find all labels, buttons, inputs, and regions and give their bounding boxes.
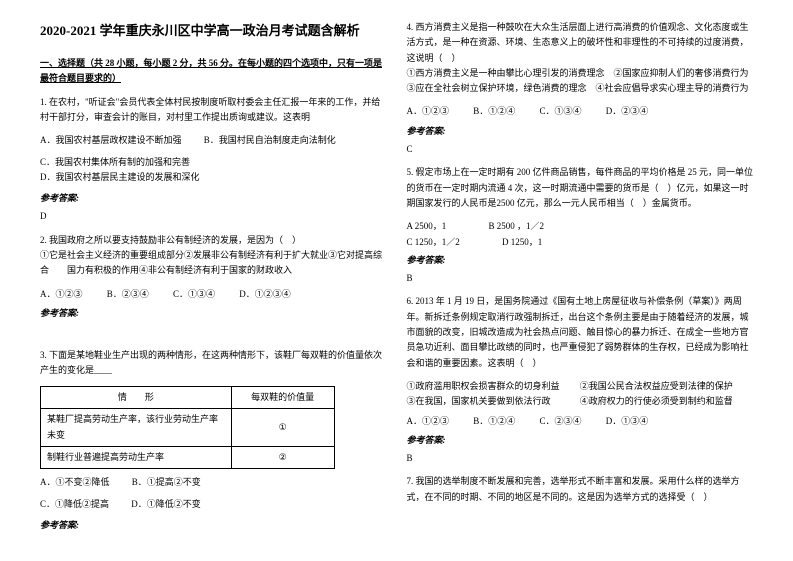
q3-text: 3. 下面是某地鞋业生产出现的两种情形，在这两种情形下，该鞋厂每双鞋的价值量依次… — [40, 348, 387, 379]
q1-opt-a: A．我国农村基层政权建设不断加强 — [40, 133, 182, 148]
q5-opt-a: A 2500，1 — [407, 219, 447, 234]
q3-table: 情 形 每双鞋的价值量 某鞋厂提高劳动生产率，该行业劳动生产率未变 ① 制鞋行业… — [40, 386, 335, 469]
answer-label-4: 参考答案: — [407, 124, 754, 139]
q4-answer: C — [407, 142, 754, 157]
q3-opt-a: A．①不变②降低 — [40, 475, 110, 490]
q1-options-2: C．我国农村集体所有制的加强和完善 D．我国农村基层民主建设的发展和深化 — [40, 155, 387, 186]
q2-text: 2. 我国政府之所以要支持鼓励非公有制经济的发展，是因为（ ） — [40, 233, 387, 248]
q2-opt-d: D．①②③④ — [239, 287, 291, 302]
page-title: 2020-2021 学年重庆永川区中学高一政治月考试题含解析 — [40, 20, 387, 42]
table-header-1: 情 形 — [41, 387, 232, 409]
question-2: 2. 我国政府之所以要支持鼓励非公有制经济的发展，是因为（ ） ①它是社会主义经… — [40, 233, 387, 279]
q6-sub2: ②我国公民合法权益应受到法律的保护 — [580, 379, 753, 394]
left-column: 2020-2021 学年重庆永川区中学高一政治月考试题含解析 一、选择题（共 2… — [30, 20, 397, 541]
q5-options-1: A 2500，1 B 2500 ，1／2 — [407, 219, 754, 234]
answer-label-6: 参考答案: — [407, 433, 754, 448]
q2-options: A．①②③ B．②③④ C．①③④ D．①②③④ — [40, 287, 387, 302]
q5-opt-d: D 1250，1 — [502, 235, 542, 250]
q6-subs: ①政府滥用职权会损害群众的切身利益 ②我国公民合法权益应受到法律的保护 ③在我国… — [407, 379, 754, 410]
q6-opt-b: B．①②④ — [473, 414, 515, 429]
q6-answer: B — [407, 451, 754, 466]
q6-sub1: ①政府滥用职权会损害群众的切身利益 — [407, 379, 580, 394]
q4-options: A．①②③ B．①②④ C．①③④ D．②③④ — [407, 104, 754, 119]
q2-sub: ①它是社会主义经济的重要组成部分②发展非公有制经济有利于扩大就业③它对提高综合 … — [40, 248, 387, 279]
answer-label-1: 参考答案: — [40, 191, 387, 206]
question-6: 6. 2013 年 1 月 19 日，是国务院通过《国有土地上房屋征收与补偿条例… — [407, 294, 754, 370]
answer-label-5: 参考答案: — [407, 253, 754, 268]
question-5: 5. 假定市场上在一定时期有 200 亿件商品销售，每件商品的平均价格是 25 … — [407, 165, 754, 211]
question-4: 4. 西方消费主义是指一种鼓吹在大众生活层面上进行高消费的价值观念、文化态度或生… — [407, 20, 754, 96]
q4-text: 4. 西方消费主义是指一种鼓吹在大众生活层面上进行高消费的价值观念、文化态度或生… — [407, 20, 754, 66]
table-row: 情 形 每双鞋的价值量 — [41, 387, 335, 409]
q4-opt-d: D．②③④ — [606, 104, 649, 119]
q2-opt-c: C．①③④ — [173, 287, 215, 302]
table-cell: 制鞋行业普遍提高劳动生产率 — [41, 447, 232, 469]
q3-opt-d: D．①降低②不变 — [131, 497, 201, 512]
table-row: 制鞋行业普遍提高劳动生产率 ② — [41, 447, 335, 469]
q1-answer: D — [40, 209, 387, 224]
q6-sub3: ③在我国，国家机关要做到依法行政 — [407, 394, 580, 409]
q1-opt-c: C．我国农村集体所有制的加强和完善 — [40, 155, 190, 170]
q5-options-2: C 1250，1／2 D 1250，1 — [407, 235, 754, 250]
q5-opt-b: B 2500 ，1／2 — [489, 219, 545, 234]
table-row: 某鞋厂提高劳动生产率，该行业劳动生产率未变 ① — [41, 409, 335, 447]
question-7: 7. 我国的选举制度不断发展和完善，选举形式不断丰富和发展。采用什么样的选举方式… — [407, 474, 754, 505]
q6-opt-c: C．②③④ — [540, 414, 582, 429]
q2-answer — [40, 324, 387, 339]
q6-sub4: ④政府权力的行使必须受到制约和监督 — [580, 394, 753, 409]
q3-options-2: C．①降低②提高 D．①降低②不变 — [40, 497, 387, 512]
question-1: 1. 在农村，"听证会"会员代表全体村民按制度听取村委会主任汇报一年来的工作，并… — [40, 95, 387, 126]
q3-opt-c: C．①降低②提高 — [40, 497, 109, 512]
section-header: 一、选择题（共 28 小题，每小题 2 分，共 56 分。在每小题的四个选项中，… — [40, 56, 387, 87]
question-3: 3. 下面是某地鞋业生产出现的两种情形，在这两种情形下，该鞋厂每双鞋的价值量依次… — [40, 348, 387, 379]
q6-opt-a: A．①②③ — [407, 414, 450, 429]
answer-label-3: 参考答案: — [40, 518, 387, 533]
q1-opt-b: B．我国村民自治制度走向法制化 — [204, 133, 336, 148]
q4-opt-c: C．①③④ — [540, 104, 582, 119]
q4-opt-a: A．①②③ — [407, 104, 450, 119]
table-cell: ① — [231, 409, 334, 447]
q6-opt-d: D．①③④ — [606, 414, 649, 429]
table-header-2: 每双鞋的价值量 — [231, 387, 334, 409]
q3-opt-b: B．①提高②不变 — [132, 475, 201, 490]
q7-text: 7. 我国的选举制度不断发展和完善，选举形式不断丰富和发展。采用什么样的选举方式… — [407, 474, 754, 505]
q4-opt-b: B．①②④ — [473, 104, 515, 119]
q1-text: 1. 在农村，"听证会"会员代表全体村民按制度听取村委会主任汇报一年来的工作，并… — [40, 95, 387, 126]
q2-opt-b: B．②③④ — [107, 287, 149, 302]
q6-text: 6. 2013 年 1 月 19 日，是国务院通过《国有土地上房屋征收与补偿条例… — [407, 294, 754, 370]
table-cell: 某鞋厂提高劳动生产率，该行业劳动生产率未变 — [41, 409, 232, 447]
q2-opt-a: A．①②③ — [40, 287, 83, 302]
q6-options: A．①②③ B．①②④ C．②③④ D．①③④ — [407, 414, 754, 429]
q3-options: A．①不变②降低 B．①提高②不变 — [40, 475, 387, 490]
right-column: 4. 西方消费主义是指一种鼓吹在大众生活层面上进行高消费的价值观念、文化态度或生… — [397, 20, 764, 541]
q5-opt-c: C 1250，1／2 — [407, 235, 460, 250]
q5-answer: B — [407, 271, 754, 286]
q5-text: 5. 假定市场上在一定时期有 200 亿件商品销售，每件商品的平均价格是 25 … — [407, 165, 754, 211]
answer-label-2: 参考答案: — [40, 306, 387, 321]
table-cell: ② — [231, 447, 334, 469]
q1-opt-d: D．我国农村基层民主建设的发展和深化 — [40, 170, 200, 185]
q4-sub: ①西方消费主义是一种由攀比心理引发的消费理念 ②国家应抑制人们的奢侈消费行为 ③… — [407, 66, 754, 97]
q1-options: A．我国农村基层政权建设不断加强 B．我国村民自治制度走向法制化 — [40, 133, 387, 148]
